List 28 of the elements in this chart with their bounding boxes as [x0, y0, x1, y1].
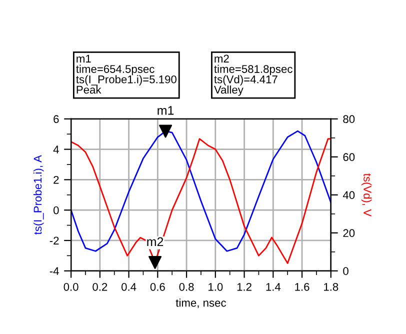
x-tick-label: 1.6	[295, 282, 310, 291]
y-tick-label: 6	[54, 115, 59, 124]
x-tick-label: 0.8	[179, 282, 194, 291]
y2-tick-label: 80	[343, 115, 355, 124]
y2-tick-label: 40	[342, 191, 355, 200]
y-tick-label: -2	[50, 236, 59, 245]
y-axis-title: ts(I_Probe1.i), A	[33, 155, 44, 235]
x-tick-label: 1.2	[237, 282, 252, 291]
x-tick-label: 0.2	[92, 282, 108, 291]
x-tick-label: 1.0	[208, 282, 223, 291]
x-tick-label: 1.8	[324, 282, 338, 291]
x-tick-label: 0.4	[122, 282, 136, 291]
text: m1 time=654.5psec ts(I_Probe1.i)=5.190 Peak	[76, 54, 176, 94]
x-axis-title: time, nsec	[176, 298, 226, 308]
y2-tick-label: 20	[343, 229, 355, 238]
series-label: m2	[147, 237, 164, 246]
y-tick-label: 4	[53, 146, 59, 154]
y-tick-label: 0	[54, 206, 59, 214]
x-tick-label: 0.6	[150, 282, 165, 291]
x-tick-label: 1.4	[266, 283, 281, 291]
y-tick-label: -4	[50, 267, 59, 275]
text: m2 time=581.8psec ts(Vd)=4.417 Valley	[214, 54, 292, 96]
x-tick-label: 0.0	[64, 282, 78, 291]
y-tick-label: 2	[54, 176, 59, 184]
y2-tick-label: 60	[343, 153, 355, 162]
series-label: m1	[158, 106, 174, 115]
y2-tick-label: 0	[343, 267, 348, 276]
y2-axis-title: ts(Vd), V	[361, 173, 372, 216]
